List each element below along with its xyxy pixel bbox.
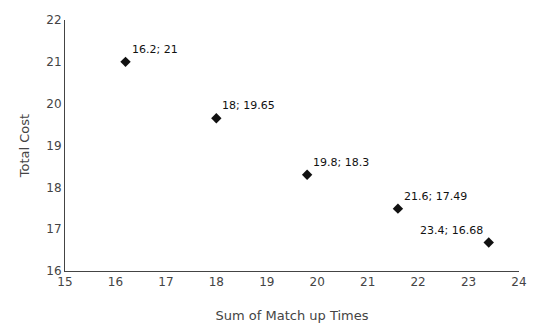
svg-text:21: 21 [46,55,61,69]
svg-text:19: 19 [46,139,61,153]
svg-text:Sum of Match up Times: Sum of Match up Times [216,308,369,323]
svg-text:24: 24 [511,275,526,289]
svg-text:20: 20 [46,97,61,111]
svg-text:19: 19 [259,275,274,289]
svg-text:22: 22 [410,275,425,289]
svg-text:15: 15 [57,275,72,289]
svg-text:21: 21 [360,275,375,289]
svg-text:20: 20 [310,275,325,289]
svg-text:22: 22 [46,13,61,27]
svg-text:23: 23 [461,275,476,289]
svg-text:23.4; 16.68: 23.4; 16.68 [420,224,483,237]
svg-text:18: 18 [209,275,224,289]
svg-text:18: 18 [46,181,61,195]
svg-text:17: 17 [46,222,61,236]
svg-text:21.6; 17.49: 21.6; 17.49 [404,190,467,203]
svg-text:19.8; 18.3: 19.8; 18.3 [313,156,369,169]
svg-text:16: 16 [108,275,123,289]
svg-text:17: 17 [158,275,173,289]
svg-text:Total Cost: Total Cost [17,114,32,178]
svg-text:18; 19.65: 18; 19.65 [222,99,275,112]
svg-text:16: 16 [46,264,61,278]
svg-text:16.2; 21: 16.2; 21 [132,43,178,56]
